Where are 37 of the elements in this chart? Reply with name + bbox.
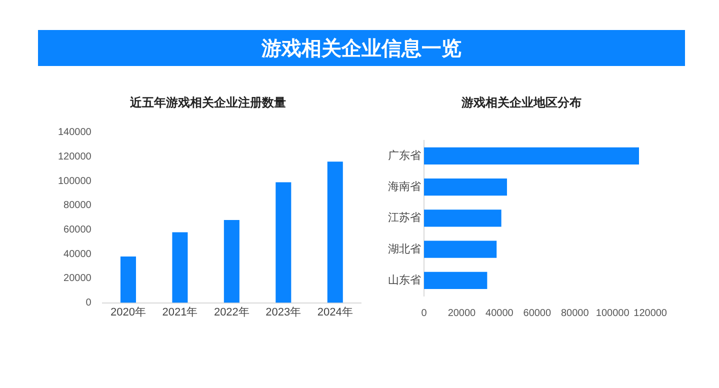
chart-title: 近五年游戏相关企业注册数量: [129, 96, 286, 110]
bar: [276, 182, 292, 303]
x-tick-label: 100000: [596, 308, 630, 319]
x-tick-label: 2021年: [162, 306, 198, 318]
chart-title: 游戏相关企业地区分布: [460, 96, 582, 110]
y-tick-label: 山东省: [388, 273, 421, 286]
x-tick-label: 2022年: [214, 306, 250, 318]
y-tick-label: 80000: [64, 200, 92, 212]
x-tick-label: 80000: [560, 308, 590, 319]
bar: [424, 210, 502, 227]
y-tick-label: 100000: [58, 176, 92, 187]
bar: [172, 232, 188, 303]
y-tick-label: 120000: [58, 151, 92, 162]
y-tick-label: 140000: [58, 127, 92, 138]
bar: [224, 220, 240, 303]
bar: [424, 272, 488, 289]
y-tick-label: 广东省: [388, 148, 421, 162]
bar: [327, 162, 343, 303]
x-tick-label: 60000: [523, 308, 552, 319]
y-tick-label: 40000: [64, 248, 92, 260]
bar: [120, 256, 136, 303]
y-tick-label: 江苏省: [388, 211, 421, 224]
x-tick-label: 120000: [634, 308, 668, 319]
x-tick-label: 2024年: [317, 306, 353, 318]
y-tick-label: 20000: [64, 273, 92, 284]
x-tick-label: 20000: [448, 308, 476, 319]
y-tick-label: 60000: [64, 224, 92, 236]
y-tick-label: 0: [86, 298, 92, 309]
y-tick-label: 湖北省: [388, 242, 421, 256]
y-tick-label: 海南省: [388, 180, 421, 194]
x-tick-label: 2020年: [110, 306, 146, 318]
bar: [424, 240, 497, 258]
bar: [424, 147, 639, 165]
bar: [424, 178, 507, 196]
x-tick-label: 2023年: [266, 306, 302, 318]
x-tick-label: 40000: [486, 308, 514, 319]
text: 游戏相关企业信息一览: [38, 30, 685, 66]
